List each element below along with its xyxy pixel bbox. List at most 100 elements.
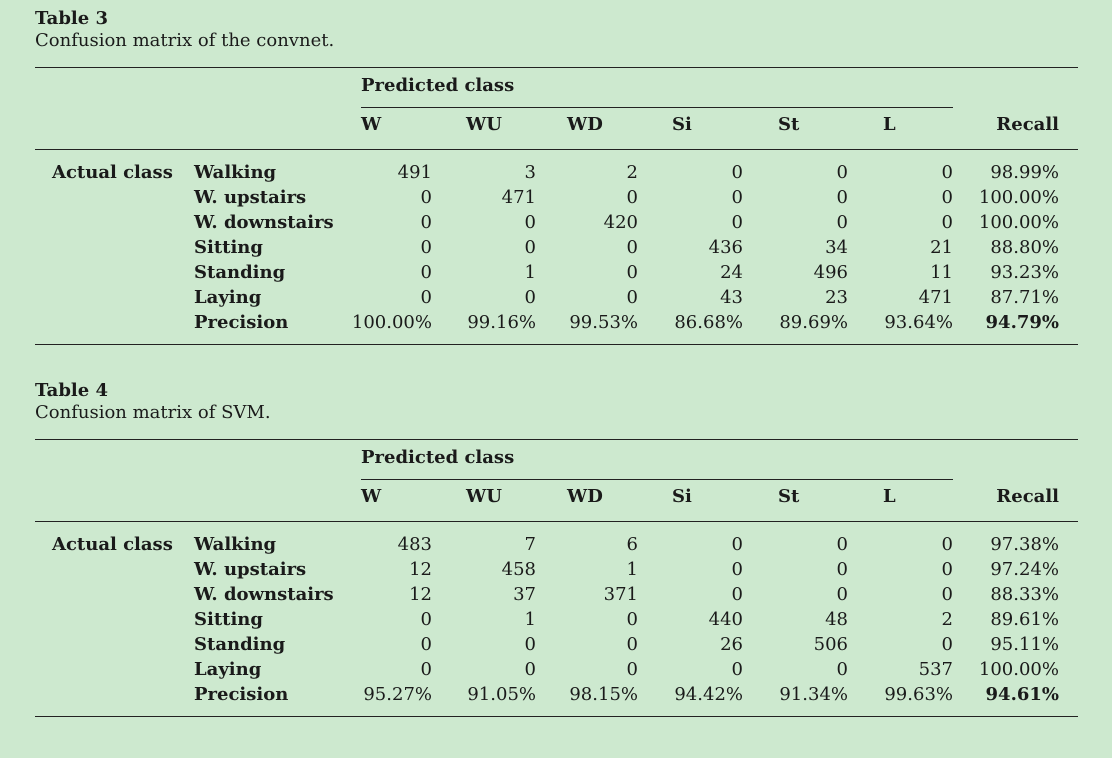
actual-class-header: Actual class xyxy=(52,534,173,555)
top-rule xyxy=(35,67,1078,68)
matrix-cell: 0 xyxy=(626,634,638,655)
actual-class-header: Actual class xyxy=(52,162,173,183)
matrix-cell: 0 xyxy=(731,187,743,208)
recall-value: 95.11% xyxy=(990,634,1059,655)
precision-value: 99.16% xyxy=(467,312,536,333)
table-caption: Confusion matrix of SVM. xyxy=(35,402,271,423)
top-rule xyxy=(35,439,1078,440)
matrix-cell: 0 xyxy=(836,187,848,208)
matrix-cell: 440 xyxy=(708,609,743,630)
bottom-rule xyxy=(35,344,1078,345)
matrix-cell: 1 xyxy=(524,609,536,630)
row-label: Standing xyxy=(194,634,286,655)
matrix-cell: 0 xyxy=(941,187,953,208)
matrix-cell: 471 xyxy=(918,287,953,308)
matrix-cell: 0 xyxy=(941,584,953,605)
matrix-cell: 0 xyxy=(420,659,432,680)
row-label: W. upstairs xyxy=(194,187,307,208)
precision-value: 86.68% xyxy=(674,312,743,333)
matrix-cell: 1 xyxy=(524,262,536,283)
matrix-cell: 0 xyxy=(626,287,638,308)
matrix-cell: 6 xyxy=(626,534,638,555)
matrix-cell: 11 xyxy=(930,262,953,283)
column-header: St xyxy=(778,486,800,507)
row-label: W. downstairs xyxy=(194,584,334,605)
matrix-cell: 26 xyxy=(720,634,743,655)
matrix-cell: 12 xyxy=(409,559,432,580)
row-label: Walking xyxy=(194,534,277,555)
matrix-cell: 43 xyxy=(720,287,743,308)
matrix-cell: 0 xyxy=(420,287,432,308)
matrix-cell: 0 xyxy=(836,534,848,555)
matrix-cell: 2 xyxy=(941,609,953,630)
matrix-cell: 0 xyxy=(524,659,536,680)
table-label: Table 3 xyxy=(35,8,109,29)
matrix-cell: 0 xyxy=(836,584,848,605)
matrix-cell: 0 xyxy=(524,287,536,308)
overall-accuracy: 94.61% xyxy=(985,684,1059,705)
recall-value: 100.00% xyxy=(978,659,1059,680)
precision-value: 99.63% xyxy=(884,684,953,705)
table-block: Table 4 Confusion matrix of SVM. xyxy=(35,380,1078,424)
precision-value: 95.27% xyxy=(363,684,432,705)
precision-value: 93.64% xyxy=(884,312,953,333)
column-header: WD xyxy=(567,486,603,507)
column-header: W xyxy=(361,486,382,507)
matrix-cell: 0 xyxy=(941,534,953,555)
precision-value: 91.34% xyxy=(779,684,848,705)
matrix-cell: 0 xyxy=(420,609,432,630)
matrix-cell: 458 xyxy=(501,559,536,580)
matrix-cell: 48 xyxy=(825,609,848,630)
column-header: W xyxy=(361,114,382,135)
precision-value: 91.05% xyxy=(467,684,536,705)
matrix-cell: 0 xyxy=(941,634,953,655)
matrix-cell: 0 xyxy=(836,559,848,580)
matrix-cell: 37 xyxy=(513,584,536,605)
matrix-cell: 0 xyxy=(626,237,638,258)
predicted-class-rule xyxy=(361,107,953,108)
matrix-cell: 0 xyxy=(731,534,743,555)
recall-value: 87.71% xyxy=(990,287,1059,308)
matrix-cell: 24 xyxy=(720,262,743,283)
table-caption: Confusion matrix of the convnet. xyxy=(35,30,335,51)
recall-value: 97.38% xyxy=(990,534,1059,555)
column-header: L xyxy=(883,486,896,507)
matrix-cell: 12 xyxy=(409,584,432,605)
row-label: Standing xyxy=(194,262,286,283)
precision-value: 89.69% xyxy=(779,312,848,333)
column-header: St xyxy=(778,114,800,135)
column-header: WU xyxy=(466,114,502,135)
column-header: WU xyxy=(466,486,502,507)
precision-value: 94.42% xyxy=(674,684,743,705)
matrix-cell: 21 xyxy=(930,237,953,258)
recall-value: 100.00% xyxy=(978,212,1059,233)
matrix-cell: 0 xyxy=(836,212,848,233)
table-label: Table 4 xyxy=(35,380,109,401)
matrix-cell: 0 xyxy=(420,237,432,258)
column-header: Si xyxy=(672,486,692,507)
header-rule xyxy=(35,521,1078,522)
row-label: Laying xyxy=(194,659,262,680)
row-label: Walking xyxy=(194,162,277,183)
column-header: WD xyxy=(567,114,603,135)
predicted-class-rule xyxy=(361,479,953,480)
recall-header: Recall xyxy=(996,486,1059,507)
matrix-cell: 0 xyxy=(626,187,638,208)
recall-value: 93.23% xyxy=(990,262,1059,283)
precision-value: 98.15% xyxy=(569,684,638,705)
matrix-cell: 371 xyxy=(603,584,638,605)
header-rule xyxy=(35,149,1078,150)
recall-value: 88.80% xyxy=(990,237,1059,258)
row-label: W. upstairs xyxy=(194,559,307,580)
recall-value: 97.24% xyxy=(990,559,1059,580)
matrix-cell: 0 xyxy=(836,162,848,183)
matrix-cell: 471 xyxy=(501,187,536,208)
row-label: W. downstairs xyxy=(194,212,334,233)
matrix-cell: 0 xyxy=(731,162,743,183)
matrix-cell: 0 xyxy=(626,659,638,680)
matrix-cell: 3 xyxy=(524,162,536,183)
matrix-cell: 34 xyxy=(825,237,848,258)
matrix-cell: 0 xyxy=(420,634,432,655)
matrix-cell: 2 xyxy=(626,162,638,183)
row-label: Sitting xyxy=(194,609,263,630)
